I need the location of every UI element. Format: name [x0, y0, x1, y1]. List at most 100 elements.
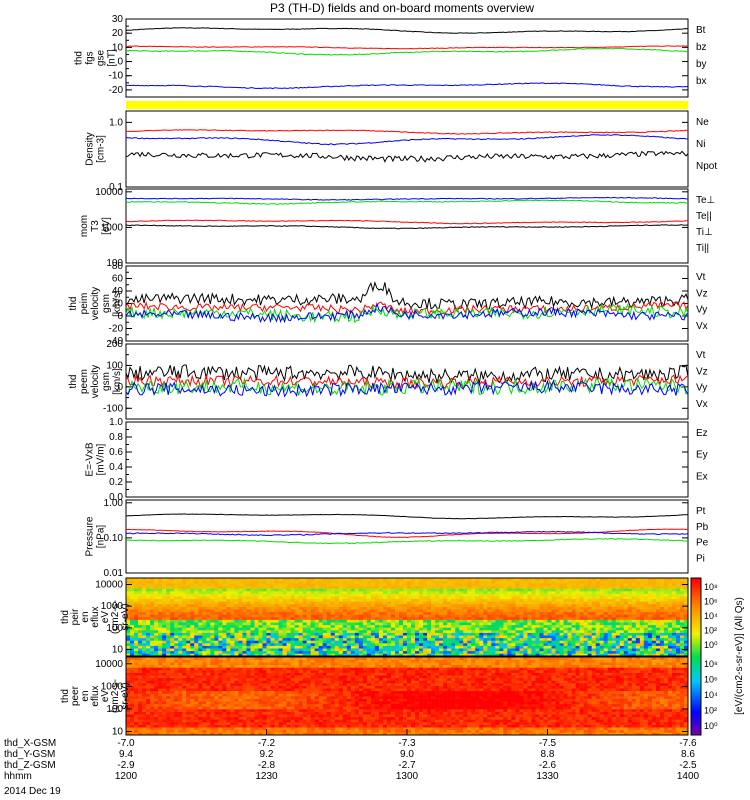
heat-cell [282, 606, 287, 610]
heat-cell [378, 637, 384, 641]
heat-cell [495, 614, 500, 618]
heat-cell [386, 578, 392, 581]
heat-cell [543, 622, 548, 626]
heat-cell [374, 588, 380, 592]
heat-cell [663, 598, 669, 602]
heat-cell [210, 643, 215, 646]
heat-cell [559, 632, 564, 636]
heat-cell [342, 653, 348, 657]
heat-cell [310, 653, 315, 657]
heat-cell [362, 601, 368, 605]
heat-cell [571, 604, 576, 607]
heat-cell [463, 606, 468, 610]
heat-cell [390, 632, 396, 636]
heat-cell [386, 622, 392, 626]
heat-cell [643, 650, 649, 654]
heat-cell [531, 583, 536, 587]
heat-cell [334, 601, 340, 605]
heat-cell [635, 724, 641, 728]
heat-cell [378, 632, 384, 636]
heat-cell [302, 596, 307, 600]
heat-cell [535, 624, 540, 628]
heat-cell [567, 609, 572, 613]
heat-cell [254, 617, 259, 620]
heat-cell [326, 635, 332, 639]
heat-cell [583, 619, 588, 623]
heat-cell [214, 583, 219, 587]
heat-cell [663, 580, 669, 584]
heat-cell [138, 630, 143, 633]
heat-cell [310, 650, 315, 654]
heat-cell [527, 627, 532, 631]
heat-cell [150, 609, 155, 613]
heat-cell [671, 593, 677, 597]
heat-cell [647, 609, 653, 613]
heat-cell [402, 643, 408, 646]
heat-cell [659, 732, 665, 736]
heat-cell [535, 622, 540, 626]
heat-cell [463, 601, 468, 605]
heat-cell [423, 611, 428, 615]
heat-cell [575, 635, 580, 639]
heat-cell [186, 617, 191, 620]
heat-cell [354, 601, 360, 605]
heat-cell [503, 619, 508, 623]
heat-cell [298, 729, 303, 733]
heat-cell [354, 611, 360, 615]
heat-cell [186, 648, 191, 652]
heat-cell [238, 580, 243, 584]
heat-cell [539, 643, 544, 646]
heat-cell [258, 585, 263, 589]
heat-cell [511, 640, 516, 644]
heat-cell [591, 640, 596, 644]
heat-cell [639, 729, 645, 733]
heat-cell [627, 585, 633, 589]
heat-cell [330, 648, 336, 652]
heat-cell [675, 622, 681, 626]
heat-cell [330, 578, 336, 581]
heat-cell [374, 732, 380, 736]
heat-cell [411, 643, 416, 646]
heat-cell [222, 648, 227, 652]
heat-cell [623, 635, 629, 639]
heat-cell [655, 729, 661, 733]
heat-cell [350, 729, 356, 733]
heat-cell [575, 619, 580, 623]
heat-cell [615, 645, 621, 649]
y-label-line: thd [68, 297, 79, 311]
heat-cell [627, 604, 633, 607]
heat-cell [575, 611, 580, 615]
heat-cell [370, 614, 376, 618]
heat-cell [559, 593, 564, 597]
heat-cell [499, 601, 504, 605]
heat-cell [194, 727, 199, 731]
ytick-label: 80 [112, 261, 124, 272]
y-label-line: [eV] [101, 217, 112, 235]
heat-cell [286, 630, 291, 633]
heat-cell [362, 585, 368, 589]
heat-cell [539, 596, 544, 600]
heat-cell [639, 648, 645, 652]
heat-cell [326, 627, 332, 631]
heat-cell [394, 609, 400, 613]
heat-cell [274, 604, 279, 607]
heat-cell [539, 578, 544, 581]
heat-cell [423, 609, 428, 613]
heat-cell [274, 637, 279, 641]
heat-cell [495, 617, 500, 620]
heat-cell [547, 596, 552, 600]
heat-cell [543, 611, 548, 615]
heat-cell [186, 622, 191, 626]
heat-cell [354, 640, 360, 644]
heat-cell [463, 578, 468, 581]
heat-cell [455, 627, 460, 631]
heat-cell [555, 624, 560, 628]
heat-cell [459, 650, 464, 654]
heat-cell [210, 645, 215, 649]
heat-cell [334, 596, 340, 600]
heat-cell [234, 635, 239, 639]
heat-cell [683, 611, 689, 615]
heat-cell [254, 630, 259, 633]
heat-cell [491, 604, 496, 607]
heat-cell [206, 604, 211, 607]
